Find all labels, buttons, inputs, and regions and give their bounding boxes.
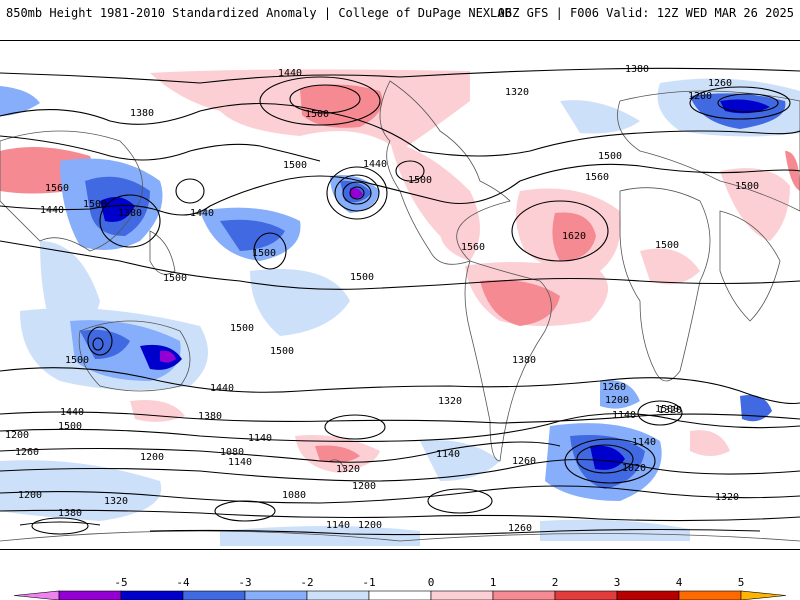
colorbar-tick-label: 0 bbox=[427, 576, 435, 589]
height-contours bbox=[0, 67, 800, 536]
colorbar-tick-label: -1 bbox=[362, 576, 376, 589]
colorbar-swatch bbox=[120, 590, 184, 600]
contour-label: 1500 bbox=[230, 323, 254, 334]
contour-label: 1080 bbox=[282, 490, 306, 501]
contour-label: 1500 bbox=[270, 346, 294, 357]
colorbar-scale bbox=[13, 590, 787, 600]
map-canvas: 1440 1500 1380 1260 1200 1320 1380 1500 … bbox=[0, 64, 800, 546]
contour-label: 1140 bbox=[248, 433, 272, 444]
contour-label: 1500 bbox=[735, 181, 759, 192]
contour-label: 1200 bbox=[605, 395, 629, 406]
colorbar-swatch bbox=[740, 590, 787, 600]
contour-label: 1200 bbox=[358, 520, 382, 531]
colorbar: -5 -4 -3 -2 -1 0 1 2 3 4 5 bbox=[0, 568, 800, 600]
colorbar-swatch bbox=[554, 590, 618, 600]
contour-label: 1140 bbox=[632, 437, 656, 448]
contour-label: 1200 bbox=[18, 490, 42, 501]
contour-label: 1380 bbox=[512, 355, 536, 366]
contour-label: 1320 bbox=[715, 492, 739, 503]
contour-label: 1500 bbox=[305, 109, 329, 120]
contour-label: 1140 bbox=[436, 449, 460, 460]
contour-label: 1440 bbox=[60, 407, 84, 418]
colorbar-tick-label: 3 bbox=[613, 576, 621, 589]
anomaly-shading bbox=[0, 69, 800, 546]
contour-label: 1380 bbox=[130, 108, 154, 119]
contour-label: 1440 bbox=[210, 383, 234, 394]
contour-label: 1140 bbox=[326, 520, 350, 531]
contour-label: 1500 bbox=[350, 272, 374, 283]
contour-label: 1500 bbox=[655, 240, 679, 251]
colorbar-tick-label: 1 bbox=[489, 576, 497, 589]
contour-label: 1140 bbox=[228, 457, 252, 468]
contour-label: 1380 bbox=[118, 208, 142, 219]
colorbar-tick-label: -4 bbox=[176, 576, 190, 589]
contour-label: 1380 bbox=[58, 508, 82, 519]
contour-label: 1140 bbox=[612, 410, 636, 421]
colorbar-tick-label: -2 bbox=[300, 576, 314, 589]
contour-label: 1260 bbox=[512, 456, 536, 467]
contour-label: 1500 bbox=[283, 160, 307, 171]
contour-label: 1500 bbox=[252, 248, 276, 259]
contour-label: 1500 bbox=[598, 151, 622, 162]
contour-label: 1320 bbox=[104, 496, 128, 507]
contour-label: 1500 bbox=[83, 199, 107, 210]
contour-label: 1440 bbox=[363, 159, 387, 170]
contour-label: 1440 bbox=[190, 208, 214, 219]
colorbar-tick-label: 4 bbox=[675, 576, 683, 589]
contour-label: 1500 bbox=[655, 404, 679, 415]
contour-label: 1320 bbox=[658, 405, 682, 416]
contour-label: 1440 bbox=[40, 205, 64, 216]
contour-label: 1260 bbox=[508, 523, 532, 534]
colorbar-swatch bbox=[182, 590, 246, 600]
colorbar-swatch bbox=[306, 590, 370, 600]
colorbar-tick-label: -3 bbox=[238, 576, 252, 589]
contour-labels: 1440 1500 1380 1260 1200 1320 1380 1500 … bbox=[5, 64, 759, 534]
colorbar-tick-label: -5 bbox=[114, 576, 128, 589]
contour-label: 1320 bbox=[438, 396, 462, 407]
contour-label: 1620 bbox=[562, 231, 586, 242]
colorbar-tick-label: 2 bbox=[551, 576, 559, 589]
colorbar-swatch bbox=[678, 590, 742, 600]
coastlines bbox=[0, 80, 800, 542]
contour-label: 1260 bbox=[602, 382, 626, 393]
contour-label: 1500 bbox=[65, 355, 89, 366]
contour-label: 1440 bbox=[278, 68, 302, 79]
contour-label: 1500 bbox=[163, 273, 187, 284]
colorbar-tick-label: 5 bbox=[737, 576, 745, 589]
contour-label: 1500 bbox=[58, 421, 82, 432]
contour-label: 1260 bbox=[708, 78, 732, 89]
colorbar-swatch bbox=[492, 590, 556, 600]
contour-label: 1560 bbox=[461, 242, 485, 253]
colorbar-swatch bbox=[616, 590, 680, 600]
contour-label: 1500 bbox=[408, 175, 432, 186]
colorbar-swatch bbox=[13, 590, 60, 600]
contour-label: 1200 bbox=[352, 481, 376, 492]
anomaly-map: 1440 1500 1380 1260 1200 1320 1380 1500 … bbox=[0, 40, 800, 550]
colorbar-swatch bbox=[58, 590, 122, 600]
contour-label: 1380 bbox=[625, 64, 649, 75]
contour-label: 1020 bbox=[622, 463, 646, 474]
contour-label: 1320 bbox=[505, 87, 529, 98]
colorbar-swatch bbox=[244, 590, 308, 600]
colorbar-swatch bbox=[368, 590, 432, 600]
map-title: 850mb Height 1981-2010 Standardized Anom… bbox=[6, 6, 512, 20]
model-run-label: 06Z GFS | F006 Valid: 12Z WED MAR 26 202… bbox=[497, 6, 794, 20]
contour-label: 1260 bbox=[15, 447, 39, 458]
contour-label: 1080 bbox=[220, 447, 244, 458]
contour-label: 1200 bbox=[688, 91, 712, 102]
colorbar-swatch bbox=[430, 590, 494, 600]
contour-label: 1200 bbox=[5, 430, 29, 441]
contour-label: 1320 bbox=[336, 464, 360, 475]
contour-label: 1380 bbox=[198, 411, 222, 422]
contour-label: 1560 bbox=[585, 172, 609, 183]
contour-label: 1200 bbox=[140, 452, 164, 463]
contour-label: 1560 bbox=[45, 183, 69, 194]
